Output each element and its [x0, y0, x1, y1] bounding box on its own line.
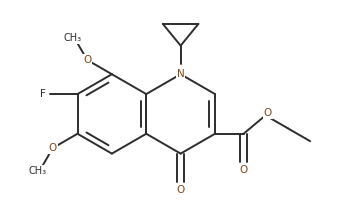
Text: O: O [83, 55, 91, 65]
Text: CH₃: CH₃ [63, 33, 81, 43]
Text: O: O [239, 165, 248, 175]
Text: O: O [264, 108, 272, 118]
Text: O: O [176, 185, 185, 195]
Text: N: N [177, 69, 184, 79]
Text: CH₃: CH₃ [29, 166, 47, 176]
Text: O: O [49, 143, 57, 153]
Text: F: F [40, 89, 46, 99]
